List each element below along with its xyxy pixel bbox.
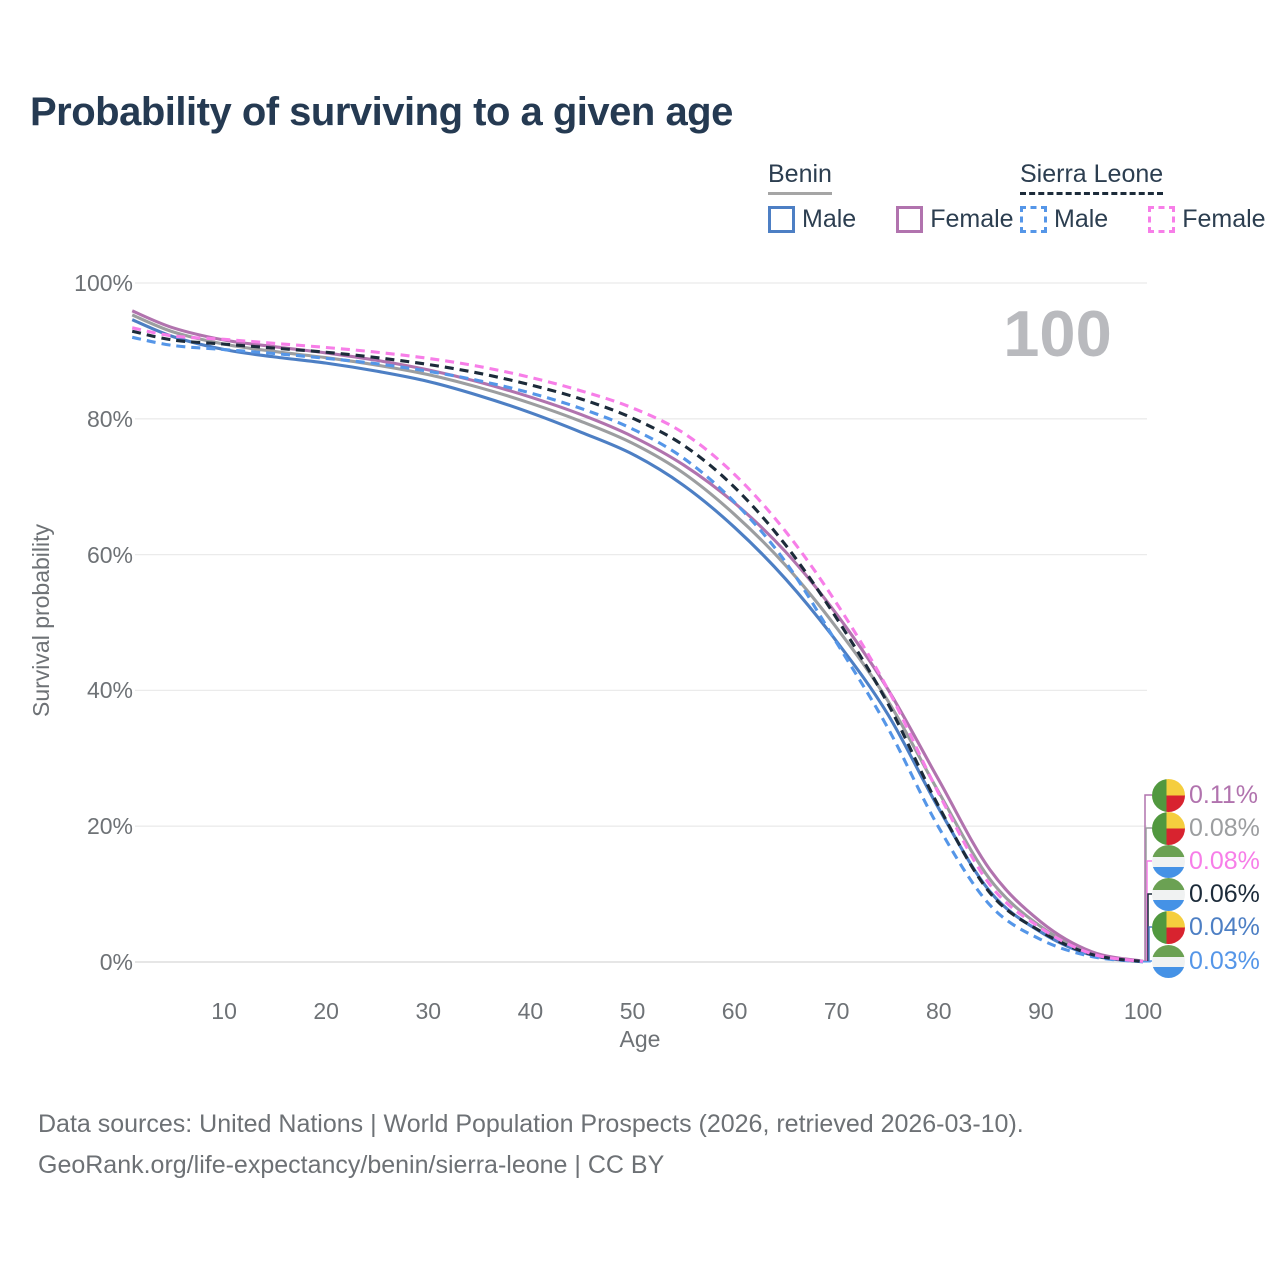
sierra-leone-male-swatch <box>1020 206 1047 233</box>
legend-item-benin-female[interactable]: Female <box>896 205 1014 234</box>
y-tick-label-100: 100% <box>74 270 133 296</box>
y-tick-label-20: 20% <box>86 813 133 840</box>
y-tick-label-40: 40% <box>86 677 133 704</box>
x-axis-title: Age <box>619 1026 661 1052</box>
legend-item-benin-male[interactable]: Male <box>768 205 856 234</box>
legend-item-label: Female <box>1182 205 1266 233</box>
legend-group-sierra-leone: Sierra Leone Male Female <box>1020 160 1266 234</box>
legend-group-benin: Benin Male Female <box>768 160 1014 234</box>
series-end-label-benin-total: 0.08% <box>1152 811 1260 845</box>
sierra-leone-flag-icon <box>1152 944 1185 978</box>
x-tick-label-70: 70 <box>823 998 850 1024</box>
benin-flag-icon <box>1152 910 1185 944</box>
benin-flag-icon <box>1152 811 1185 845</box>
x-tick-label-50: 50 <box>619 998 646 1024</box>
y-tick-label-60: 60% <box>86 541 133 568</box>
series-end-label-benin-female: 0.11% <box>1152 778 1258 812</box>
end-value: 0.03% <box>1189 946 1260 975</box>
series-line-benin-male <box>131 318 1144 964</box>
series-end-label-sierra-leone-male: 0.03% <box>1152 944 1260 978</box>
legend-item-sierra-leone-male[interactable]: Male <box>1020 205 1108 234</box>
legend-item-label: Male <box>802 205 857 233</box>
end-value: 0.06% <box>1189 879 1260 908</box>
legend-group-benin-title: Benin <box>768 160 832 195</box>
x-tick-label-80: 80 <box>926 998 952 1024</box>
end-value: 0.08% <box>1189 846 1260 875</box>
end-label-connector-sierra-leone-male <box>1143 960 1152 963</box>
series-end-label-benin-male: 0.04% <box>1152 910 1260 944</box>
x-tick-label-40: 40 <box>517 998 544 1024</box>
x-tick-label-90: 90 <box>1028 998 1054 1024</box>
series-line-sierra-leone-total <box>131 329 1144 964</box>
legend-item-sierra-leone-female[interactable]: Female <box>1148 205 1266 234</box>
x-tick-label-20: 20 <box>313 998 339 1024</box>
footer-line-link: GeoRank.org/life-expectancy/benin/sierra… <box>38 1151 665 1179</box>
benin-flag-icon <box>1152 778 1185 812</box>
series-end-label-sierra-leone-total: 0.06% <box>1152 877 1260 911</box>
series-end-label-sierra-leone-female: 0.08% <box>1152 844 1260 878</box>
x-tick-label-10: 10 <box>211 998 237 1024</box>
sierra-leone-female-swatch <box>1148 206 1176 233</box>
sierra-leone-flag-icon <box>1152 844 1185 878</box>
hovered-age-label: 100 <box>1003 297 1112 370</box>
series-line-sierra-leone-male <box>131 335 1144 964</box>
y-tick-label-0: 0% <box>99 949 133 975</box>
legend-item-label: Male <box>1054 205 1109 233</box>
end-value: 0.08% <box>1189 813 1260 842</box>
end-value: 0.04% <box>1189 912 1260 941</box>
benin-female-swatch <box>896 206 924 233</box>
end-value: 0.11% <box>1189 780 1259 809</box>
x-tick-label-30: 30 <box>415 998 442 1024</box>
series-line-sierra-leone-female <box>131 326 1144 963</box>
page-title: Probability of surviving to a given age <box>30 90 733 134</box>
footer-line-sources: Data sources: United Nations | World Pop… <box>38 1110 1024 1138</box>
series-line-benin-total <box>131 313 1144 963</box>
x-tick-label-60: 60 <box>721 998 748 1024</box>
benin-male-swatch <box>768 206 795 233</box>
legend-item-label: Female <box>930 205 1014 233</box>
legend-group-sierra-leone-title: Sierra Leone <box>1020 160 1164 195</box>
footer-attribution: Data sources: United Nations | World Pop… <box>38 1104 1024 1186</box>
sierra-leone-flag-icon <box>1152 877 1185 911</box>
x-tick-label-100: 100 <box>1123 998 1163 1024</box>
y-tick-label-80: 80% <box>86 405 133 432</box>
